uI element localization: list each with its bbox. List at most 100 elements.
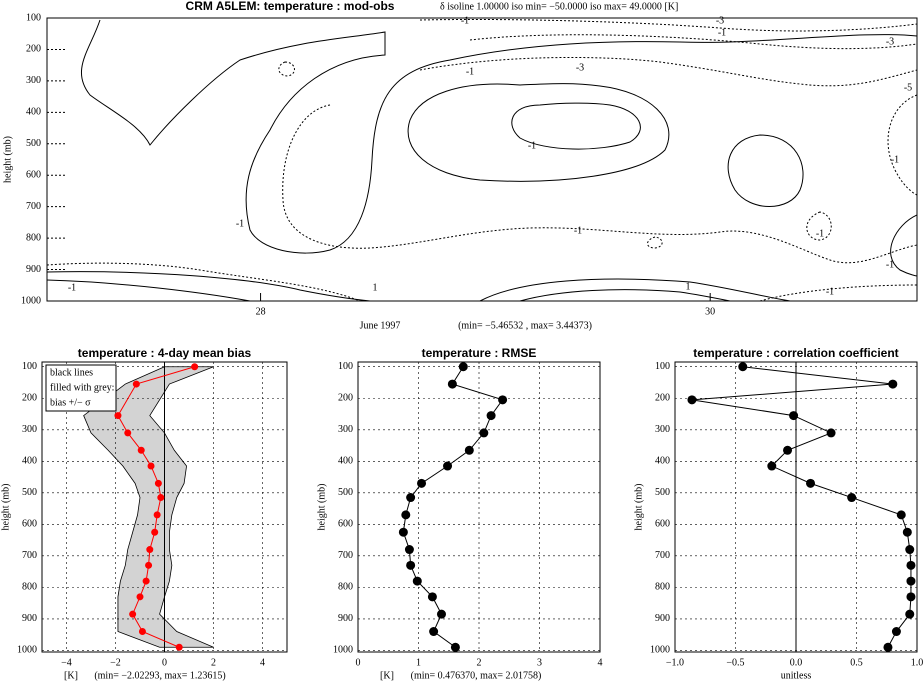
data-point (417, 478, 427, 488)
y-tick-label: 100 (338, 361, 353, 372)
data-point (789, 411, 799, 421)
data-point (902, 527, 912, 537)
data-point (464, 445, 474, 455)
contour-line (890, 214, 917, 277)
plot-frame (46, 17, 918, 302)
data-point (401, 510, 411, 520)
contour-label: -1 (574, 225, 582, 236)
y-tick-label: 600 (22, 519, 37, 530)
y-tick-label: 900 (655, 613, 670, 624)
data-point (132, 380, 140, 388)
data-point (479, 428, 489, 438)
x-tick-label: 0 (356, 657, 361, 668)
data-point (406, 560, 416, 570)
y-tick-label: 200 (655, 393, 670, 404)
data-point (151, 528, 159, 536)
contour-line (806, 211, 832, 241)
y-tick-label: 900 (26, 264, 41, 275)
contour-line (47, 279, 251, 301)
contour-label: -1 (68, 282, 76, 293)
contour-label: -1 (886, 259, 894, 270)
contour-label: -1 (236, 218, 244, 229)
contour-line (479, 278, 791, 301)
data-point (142, 577, 150, 585)
x-tick-label: 0 (162, 657, 167, 668)
data-point (427, 592, 437, 602)
y-tick-label: 400 (655, 456, 670, 467)
y-tick-label: 1000 (333, 645, 353, 656)
data-point (806, 478, 816, 488)
data-point (826, 428, 836, 438)
data-point (175, 643, 183, 651)
data-point (136, 593, 144, 601)
data-point (891, 627, 901, 637)
x-tick-label: 0.0 (790, 657, 803, 668)
y-tick-label: 800 (26, 232, 41, 243)
data-point (406, 493, 416, 503)
y-tick-label: 400 (338, 456, 353, 467)
contour-line (759, 284, 917, 301)
x-tick-label: −0.5 (726, 657, 744, 668)
y-tick-label: 800 (22, 582, 37, 593)
contour-lines (47, 18, 917, 301)
contour-label: -1 (461, 15, 469, 26)
contour-line (519, 289, 731, 301)
x-tick-label: 4 (598, 657, 603, 668)
contour-label: -3 (716, 15, 724, 26)
data-point (114, 412, 122, 420)
contour-line (727, 134, 804, 207)
data-point (847, 493, 857, 503)
data-point (137, 446, 145, 454)
contour-line (407, 83, 670, 182)
data-point (783, 445, 793, 455)
y-axis-label: height (mb) (2, 136, 13, 183)
y-tick-label: 700 (22, 550, 37, 561)
chart-title: temperature : correlation coefficient (693, 346, 898, 360)
chart-title: CRM A5LEM: temperature : mod-obs (186, 0, 395, 13)
y-tick-label: 600 (338, 519, 353, 530)
y-tick-label: 300 (338, 424, 353, 435)
contour-label: -1 (816, 228, 824, 239)
y-tick-label: 900 (22, 613, 37, 624)
x-tick-label: 1.0 (911, 657, 924, 668)
data-point (412, 576, 422, 586)
contour-line (469, 34, 917, 50)
y-tick-label: 600 (655, 519, 670, 530)
data-point (154, 479, 162, 487)
contour-label: -1 (826, 286, 834, 297)
contour-label: -5 (904, 82, 912, 93)
legend-text: black lines (50, 367, 93, 378)
data-point (906, 576, 916, 586)
contour-line (80, 19, 917, 254)
y-tick-label: 500 (26, 138, 41, 149)
data-point (157, 494, 165, 502)
y-tick-label: 200 (22, 393, 37, 404)
contour-label: 1 (686, 281, 691, 292)
data-point (486, 411, 496, 421)
profile-line (691, 366, 912, 648)
chart-title: temperature : 4-day mean bias (78, 346, 252, 360)
plot-frame (41, 361, 288, 653)
y-tick-label: 100 (655, 361, 670, 372)
y-axis-label: height (mb) (0, 484, 11, 531)
plot-frame (674, 361, 918, 653)
y-axis-label: height (mb) (633, 484, 644, 531)
data-point (906, 592, 916, 602)
data-point (687, 395, 697, 405)
data-point (124, 429, 132, 437)
data-point (146, 546, 154, 554)
contour-line (887, 94, 917, 196)
x-axis-label: [K] (380, 670, 394, 681)
chart-title: temperature : RMSE (422, 346, 537, 360)
data-point (443, 461, 453, 471)
y-tick-label: 500 (655, 487, 670, 498)
y-tick-label: 1000 (17, 645, 37, 656)
data-point (767, 461, 777, 471)
data-point (153, 511, 161, 519)
data-point (404, 545, 414, 555)
y-tick-label: 200 (26, 44, 41, 55)
y-tick-label: 400 (22, 456, 37, 467)
contour-line (419, 57, 917, 87)
x-tick-label: 28 (256, 306, 266, 317)
data-point (905, 609, 915, 619)
